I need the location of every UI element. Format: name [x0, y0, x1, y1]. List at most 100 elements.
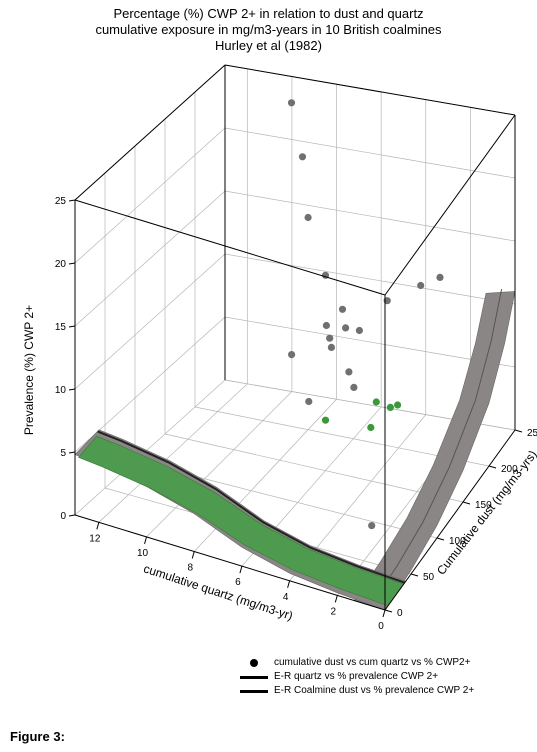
figure-caption: Figure 3:: [10, 729, 65, 744]
z-tick: [68, 451, 76, 454]
x-tick: [287, 580, 291, 588]
x-tick-label: 12: [89, 533, 101, 544]
data-point: [342, 324, 350, 332]
y-tick-label: 100: [449, 536, 466, 547]
data-point-green: [321, 416, 330, 424]
data-points: [287, 99, 444, 530]
surface-dust: [353, 291, 516, 611]
x-tick-label: 10: [137, 548, 149, 559]
y-tick: [514, 429, 523, 433]
chart-title-line-2: cumulative exposure in mg/m3-years in 10…: [95, 22, 442, 37]
legend-entry-quartz: E-R quartz vs % prevalence CWP 2+: [240, 670, 474, 684]
x-tick-label: 4: [283, 592, 289, 603]
back-plane-quartz: [75, 65, 225, 515]
data-point: [298, 153, 307, 161]
data-point-green: [386, 403, 394, 411]
box-edge: [74, 514, 386, 611]
x-tick: [382, 609, 386, 618]
y-tick: [384, 609, 393, 613]
legend-line-icon: [240, 675, 268, 679]
legend: cumulative dust vs cum quartz vs % CWP2+…: [240, 656, 474, 698]
grid-line: [74, 127, 226, 264]
box-edge: [224, 64, 516, 116]
z-tick: [68, 388, 76, 391]
z-tick-label: 15: [55, 322, 67, 333]
data-point: [304, 213, 312, 222]
grid-line: [164, 433, 464, 503]
y-tick: [488, 465, 497, 469]
chart-title-line-1: Percentage (%) CWP 2+ in relation to dus…: [113, 6, 424, 21]
y-tick: [462, 501, 471, 505]
data-point: [287, 99, 296, 107]
y-tick: [436, 537, 445, 541]
grid-line: [224, 316, 516, 368]
data-point: [436, 273, 444, 281]
z-tick: [68, 199, 76, 202]
data-point-green: [394, 401, 402, 409]
data-point: [368, 522, 376, 530]
data-point: [326, 334, 334, 342]
box-edge: [384, 114, 516, 296]
x-tick: [144, 536, 148, 545]
y-tick-label: 50: [423, 572, 435, 583]
grid-line: [224, 127, 516, 179]
x-tick: [191, 551, 195, 559]
legend-line-icon: [240, 689, 268, 693]
legend-label-scatter: cumulative dust vs cum quartz vs % CWP2+: [274, 657, 471, 668]
3d-scatter-plot: 0510152025024681012050100150200250 Preva…: [22, 64, 537, 632]
data-point-green: [372, 398, 380, 406]
data-point: [327, 343, 335, 351]
box-edge: [384, 429, 516, 611]
x-axis-label: cumulative quartz (mg/m3-yr): [142, 561, 295, 623]
surface-dust-ridge: [370, 288, 503, 606]
front-box-edges: [74, 114, 516, 611]
axis-ticks: 0510152025024681012050100150200250: [55, 196, 537, 632]
box-edge: [74, 199, 386, 296]
y-tick-label: 0: [397, 608, 403, 619]
legend-dot-icon: [250, 659, 258, 667]
back-planes: [75, 65, 515, 515]
grid-line: [74, 316, 226, 453]
legend-entry-scatter: cumulative dust vs cum quartz vs % CWP2+: [240, 656, 474, 670]
grid-line: [224, 190, 516, 242]
x-tick-label: 2: [331, 606, 337, 617]
grid-line: [74, 253, 226, 390]
legend-entry-dust: E-R Coalmine dust vs % prevalence CWP 2+: [240, 684, 474, 698]
y-tick-label: 250: [527, 428, 537, 439]
x-tick-label: 8: [187, 563, 193, 574]
data-point: [322, 321, 330, 330]
chart-title-line-3: Hurley et al (1982): [215, 38, 322, 53]
z-axis-label: Prevalence (%) CWP 2+: [22, 305, 36, 435]
z-tick-label: 25: [55, 196, 67, 207]
box-edge: [74, 64, 226, 201]
z-tick-label: 0: [60, 511, 66, 522]
z-tick: [68, 325, 76, 328]
surface-quartz: [78, 435, 405, 607]
grid-line: [146, 391, 293, 538]
grid-line: [74, 379, 226, 516]
data-point: [350, 383, 358, 391]
x-tick-label: 6: [235, 577, 241, 588]
y-tick-label: 150: [475, 500, 492, 511]
z-tick-label: 5: [60, 448, 66, 459]
data-point: [417, 281, 425, 290]
y-tick: [410, 573, 419, 577]
grid-line: [98, 383, 248, 523]
data-point: [355, 326, 363, 335]
back-plane-dust: [225, 65, 515, 430]
grid-line: [224, 253, 516, 305]
data-point: [338, 305, 347, 313]
data-point: [305, 397, 313, 406]
x-tick: [239, 566, 243, 574]
data-point: [288, 351, 296, 359]
surface-quartz-ridge: [97, 430, 406, 584]
chart-title: Percentage (%) CWP 2+ in relation to dus…: [0, 6, 537, 54]
z-tick-label: 10: [55, 385, 67, 396]
x-tick-label: 0: [378, 621, 384, 632]
z-tick-label: 20: [55, 259, 67, 270]
y-tick-label: 200: [501, 464, 518, 475]
data-point-green: [367, 423, 375, 432]
x-tick: [334, 595, 338, 603]
legend-label-quartz: E-R quartz vs % prevalence CWP 2+: [274, 671, 439, 682]
legend-label-dust: E-R Coalmine dust vs % prevalence CWP 2+: [274, 685, 475, 696]
